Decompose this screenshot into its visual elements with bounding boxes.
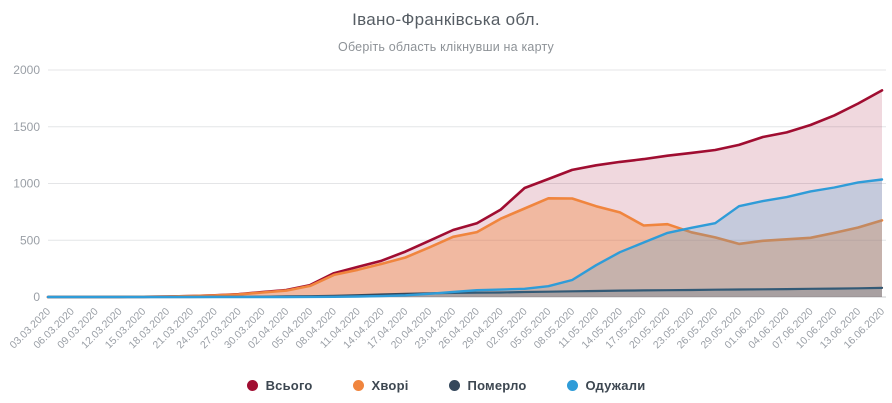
series-area-recovered xyxy=(48,179,882,297)
legend-item-recovered[interactable]: Одужали xyxy=(566,378,646,393)
y-tick-label: 500 xyxy=(20,233,40,247)
y-tick-label: 1500 xyxy=(13,120,40,134)
legend-label-died: Померло xyxy=(467,378,527,393)
legend-dot-total xyxy=(246,380,258,391)
y-tick-label: 1000 xyxy=(13,177,40,191)
legend-dot-recovered xyxy=(566,380,578,391)
legend-item-total[interactable]: Всього xyxy=(246,378,313,393)
legend-dot-sick xyxy=(352,380,364,391)
series-area-sick xyxy=(48,198,882,297)
series-area-total xyxy=(48,90,882,298)
legend-label-recovered: Одужали xyxy=(585,378,646,393)
y-tick-label: 0 xyxy=(33,290,40,304)
legend-item-sick[interactable]: Хворі xyxy=(352,378,409,393)
legend-dot-died xyxy=(448,380,460,391)
chart-legend: Всього Хворі Померло Одужали xyxy=(0,378,892,393)
series-line-recovered xyxy=(46,178,884,299)
legend-label-sick: Хворі xyxy=(371,378,409,393)
legend-item-died[interactable]: Померло xyxy=(448,378,527,393)
legend-label-total: Всього xyxy=(265,378,313,393)
y-tick-label: 2000 xyxy=(13,63,40,77)
